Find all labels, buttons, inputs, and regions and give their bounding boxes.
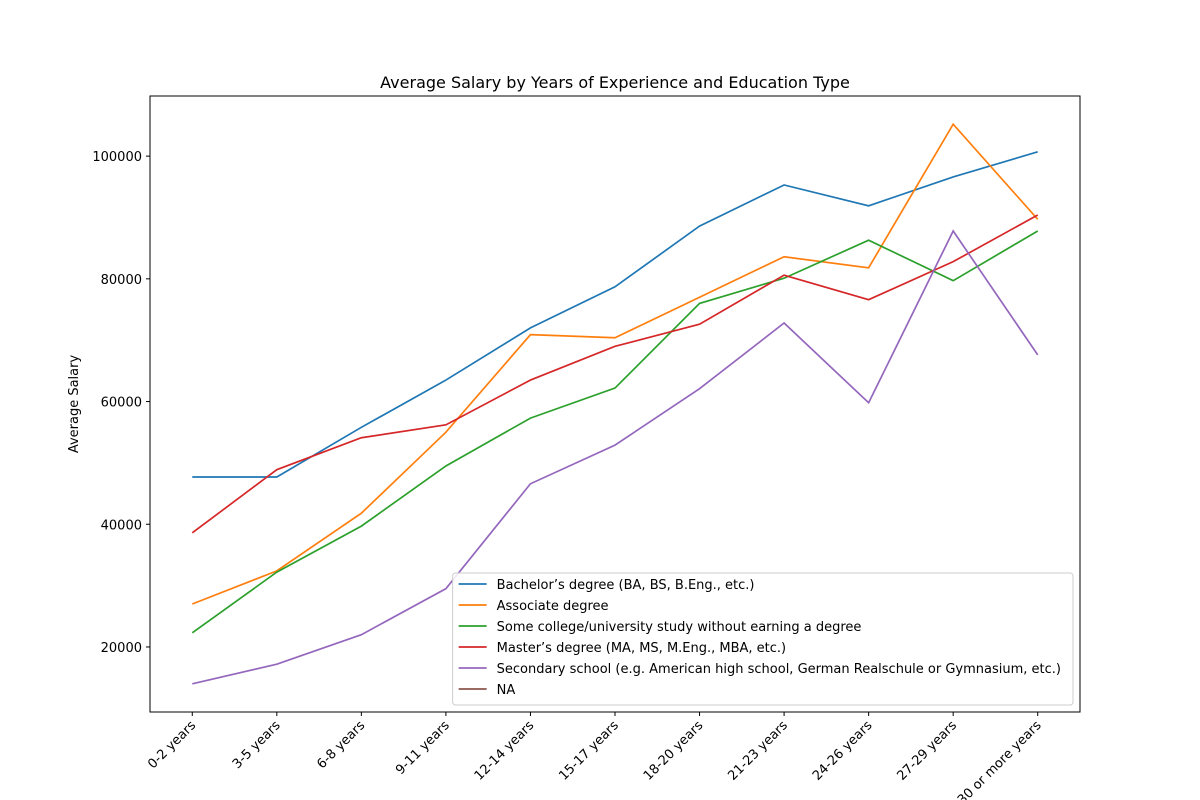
y-tick-label: 40000 — [101, 518, 142, 533]
x-tick-label: 3-5 years — [230, 718, 284, 772]
y-tick-label: 80000 — [101, 273, 142, 288]
series-line — [192, 151, 1038, 478]
series-line — [192, 229, 1039, 685]
x-tick-label: 27-29 years — [894, 718, 960, 784]
x-tick-label: 15-17 years — [556, 718, 622, 784]
y-tick-label: 60000 — [101, 396, 142, 411]
y-tick-label: 100000 — [92, 150, 142, 165]
series-line — [191, 214, 1039, 534]
x-tick-label: 12-14 years — [472, 718, 538, 784]
legend-label: Secondary school (e.g. American high sch… — [497, 662, 1061, 677]
x-tick-label: 0-2 years — [145, 718, 199, 772]
series-line — [191, 230, 1039, 634]
legend-label: Some college/university study without ea… — [497, 620, 862, 635]
x-tick-label: 6-8 years — [314, 718, 368, 772]
x-tick-label: 21-23 years — [725, 718, 791, 784]
legend-label: Master’s degree (MA, MS, M.Eng., MBA, et… — [497, 641, 787, 656]
x-tick-label: 9-11 years — [393, 718, 453, 778]
legend-label: Associate degree — [497, 599, 609, 614]
y-tick-label: 20000 — [101, 641, 142, 656]
series-line — [191, 122, 1039, 605]
legend: Bachelor’s degree (BA, BS, B.Eng., etc.)… — [452, 572, 1074, 706]
legend-label: NA — [497, 683, 516, 698]
legend-label: Bachelor’s degree (BA, BS, B.Eng., etc.) — [497, 578, 755, 593]
x-tick-label: 24-26 years — [810, 718, 876, 784]
y-axis-label: Average Salary — [67, 355, 82, 454]
x-tick-label: 18-20 years — [641, 718, 707, 784]
chart-title: Average Salary by Years of Experience an… — [380, 73, 850, 92]
x-tick-label: 30 or more years — [955, 718, 1045, 800]
legend-box — [452, 572, 1074, 706]
